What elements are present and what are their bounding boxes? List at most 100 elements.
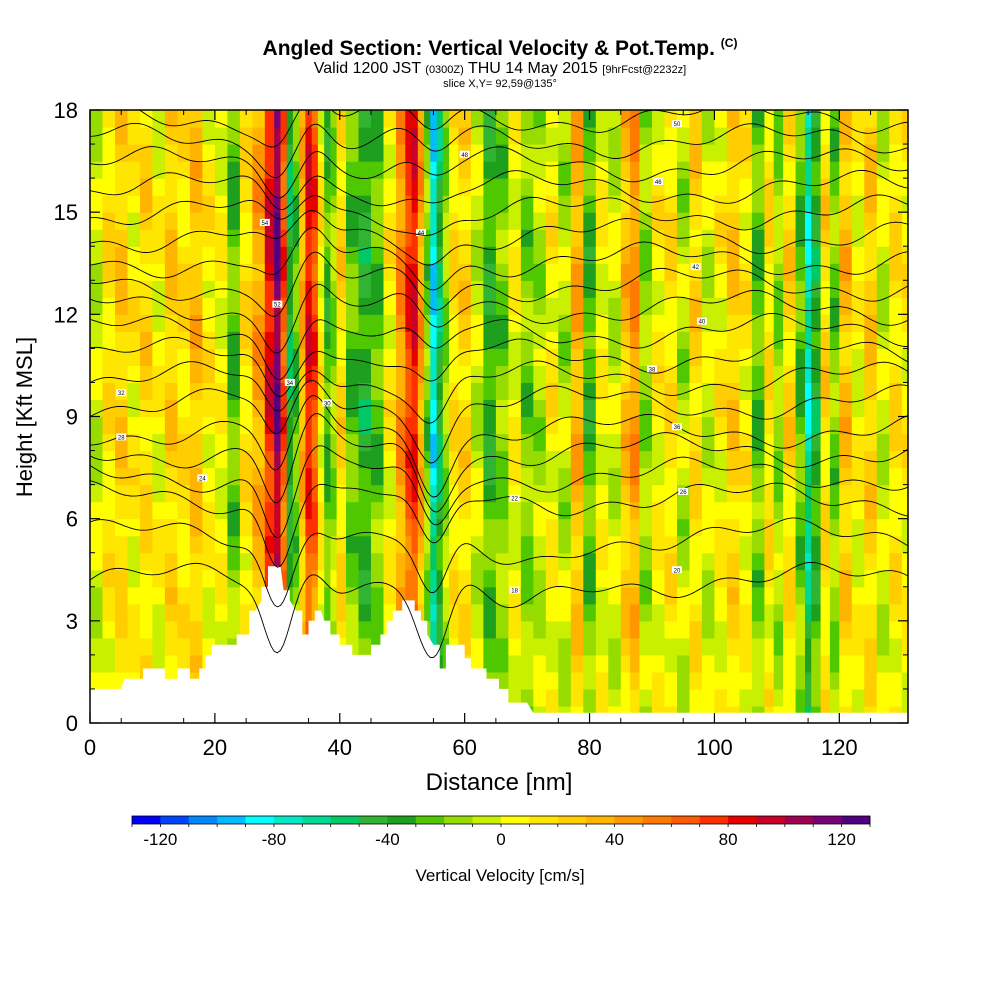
velocity-cell (630, 569, 641, 588)
velocity-cell (470, 518, 484, 537)
velocity-cell (805, 535, 812, 554)
velocity-cell (829, 399, 840, 418)
velocity-cell (630, 433, 641, 452)
velocity-cell (102, 518, 116, 537)
velocity-cell (739, 620, 753, 639)
velocity-cell (274, 467, 281, 486)
velocity-cell (127, 365, 141, 383)
velocity-cell (458, 331, 472, 349)
velocity-cell (336, 229, 347, 247)
velocity-cell (652, 144, 666, 162)
velocity-cell (795, 314, 806, 332)
velocity-cell (570, 671, 584, 690)
velocity-cell (417, 144, 425, 162)
velocity-cell (330, 569, 338, 588)
velocity-cell (876, 178, 890, 196)
velocity-cell (430, 382, 438, 400)
velocity-cell (677, 501, 691, 520)
velocity-cell (152, 229, 166, 247)
velocity-cell (102, 654, 116, 673)
velocity-cell (140, 603, 154, 622)
isentrope-label: 20 (674, 568, 681, 574)
velocity-cell (115, 331, 129, 349)
velocity-cell (140, 263, 154, 281)
velocity-cell (358, 586, 372, 605)
velocity-cell (652, 552, 666, 571)
velocity-cell (417, 467, 425, 486)
velocity-cell (127, 127, 141, 145)
velocity-cell (630, 535, 641, 554)
velocity-cell (483, 297, 497, 315)
velocity-cell (533, 127, 547, 145)
velocity-cell (701, 688, 715, 707)
velocity-cell (533, 348, 547, 366)
velocity-cell (764, 263, 775, 281)
velocity-cell (639, 433, 653, 452)
velocity-cell (405, 144, 413, 162)
velocity-cell (371, 263, 385, 281)
velocity-cell (726, 212, 740, 230)
velocity-cell (901, 399, 908, 418)
velocity-cell (177, 144, 191, 162)
velocity-cell (189, 552, 203, 571)
velocity-cell (545, 178, 559, 196)
velocity-cell (751, 382, 765, 400)
velocity-cell (520, 569, 534, 588)
velocity-cell (620, 654, 631, 673)
velocity-cell (430, 365, 438, 383)
velocity-cell (805, 586, 812, 605)
velocity-cell (164, 144, 178, 162)
velocity-cell (558, 450, 572, 469)
velocity-cell (876, 110, 890, 128)
velocity-cell (189, 433, 203, 452)
velocity-cell (652, 586, 666, 605)
velocity-cell (901, 518, 908, 537)
velocity-cell (851, 501, 865, 520)
velocity-cell (829, 314, 840, 332)
velocity-cell (102, 195, 116, 213)
velocity-cell (336, 433, 347, 452)
velocity-cell (417, 212, 425, 230)
velocity-cell (726, 399, 740, 418)
isentrope-line (90, 561, 908, 659)
velocity-cell (620, 178, 631, 196)
velocity-cell (214, 450, 228, 469)
velocity-cell (346, 586, 360, 605)
velocity-cell (280, 144, 288, 162)
velocity-cell (311, 144, 319, 162)
velocity-cell (483, 654, 497, 673)
velocity-cell (533, 552, 547, 571)
velocity-cell (829, 586, 840, 605)
velocity-cell (305, 382, 313, 400)
velocity-cell (677, 586, 691, 605)
velocity-cell (90, 637, 104, 656)
velocity-cell (889, 212, 903, 230)
velocity-cell (805, 450, 812, 469)
velocity-cell (411, 348, 419, 366)
velocity-cell (239, 161, 253, 179)
velocity-cell (520, 603, 534, 622)
velocity-cell (286, 518, 294, 537)
velocity-cell (358, 314, 372, 332)
velocity-cell (820, 688, 831, 707)
velocity-cell (470, 654, 484, 673)
velocity-cell (436, 144, 444, 162)
velocity-cell (470, 314, 484, 332)
velocity-cell (829, 603, 840, 622)
velocity-cell (630, 314, 641, 332)
isentrope-label: 18 (511, 589, 518, 595)
velocity-cell (227, 297, 241, 315)
velocity-cell (773, 535, 784, 554)
velocity-cell (851, 178, 865, 196)
velocity-cell (652, 314, 666, 332)
velocity-cell (286, 450, 294, 469)
velocity-cell (864, 433, 878, 452)
velocity-cell (264, 433, 275, 452)
velocity-cell (483, 212, 497, 230)
velocity-cell (470, 501, 484, 520)
velocity-cell (442, 297, 450, 315)
velocity-cell (140, 280, 154, 298)
velocity-cell (901, 654, 908, 673)
velocity-cell (330, 195, 338, 213)
velocity-cell (299, 178, 306, 196)
